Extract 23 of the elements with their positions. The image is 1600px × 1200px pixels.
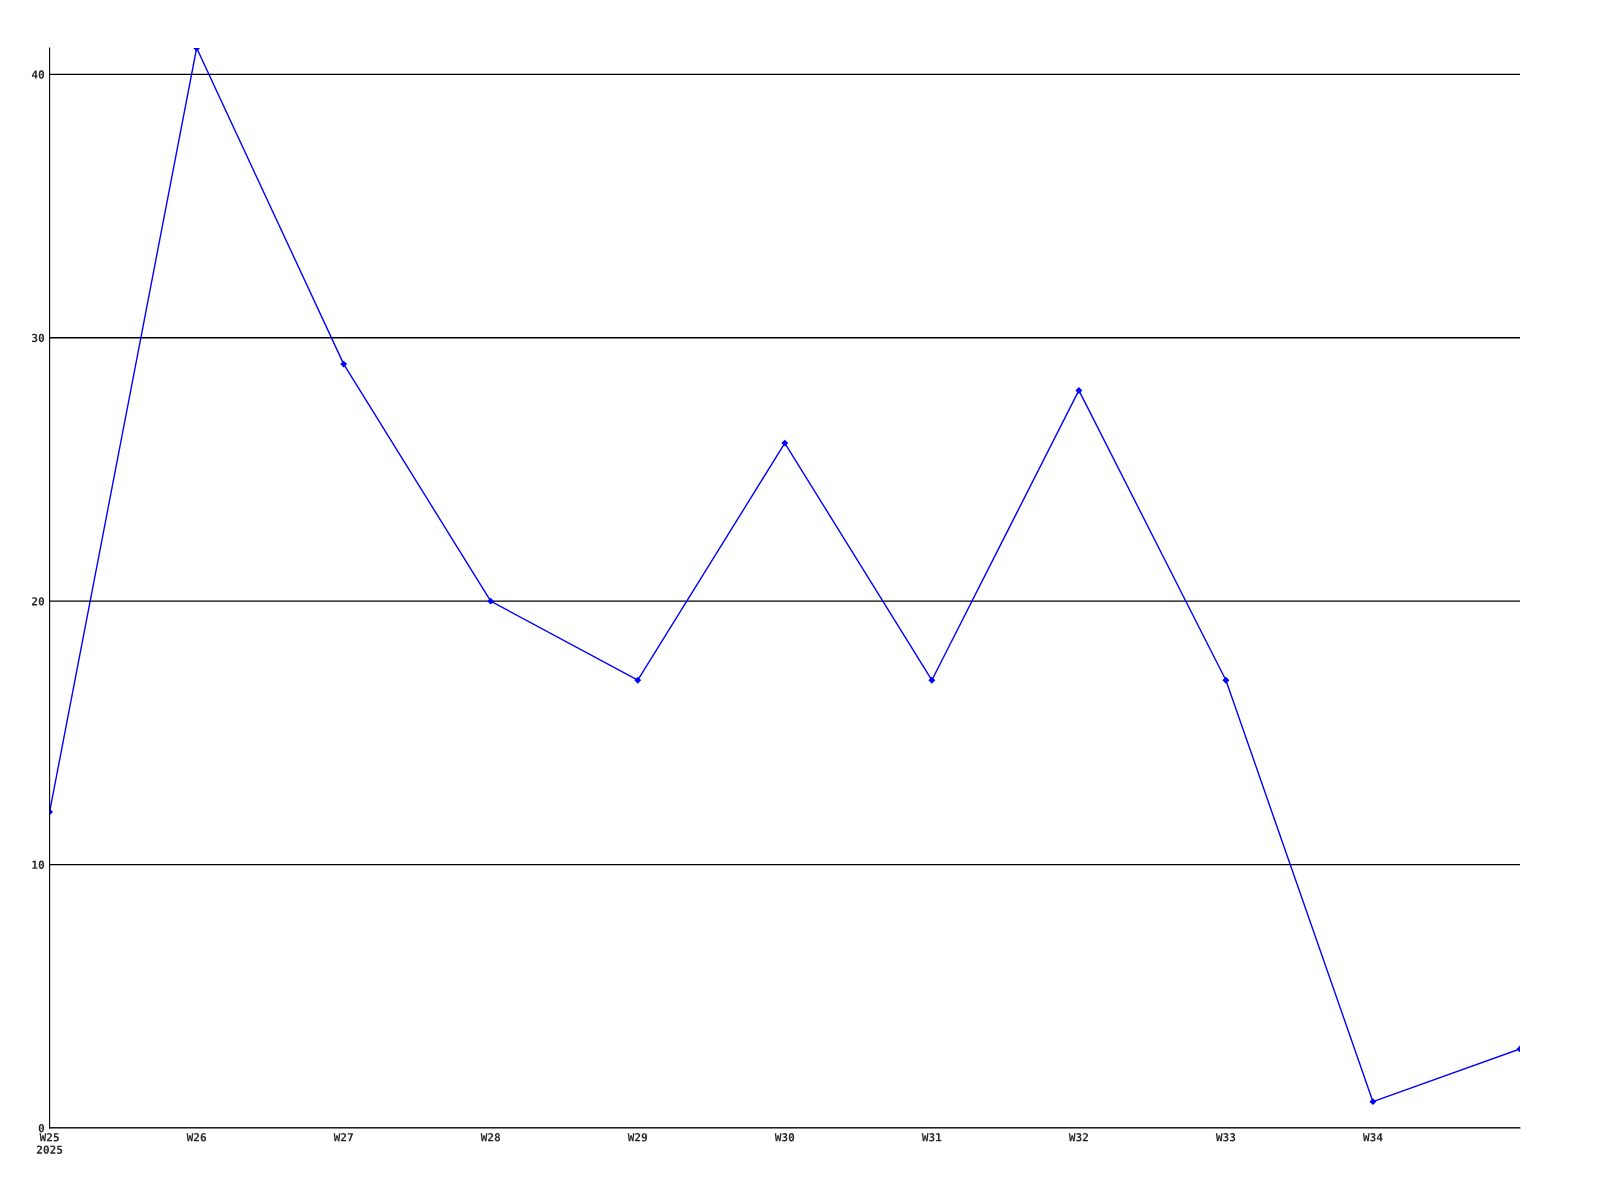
y-tick-label: 0 [38, 1123, 45, 1133]
point [340, 360, 347, 368]
point [928, 677, 935, 684]
x-tick-label: W28 [480, 1133, 501, 1142]
y-tick-label: 40 [31, 70, 45, 79]
x-tick-label: W25 2025 [36, 1133, 63, 1154]
y-tick-label: 20 [31, 597, 45, 606]
x-tick-label: W30 [774, 1133, 795, 1142]
point [1222, 677, 1230, 684]
y-tick-label: 10 [32, 860, 45, 869]
y-tick-label: 30 [32, 333, 45, 343]
x-tick-label: W29 [627, 1133, 648, 1142]
x-tick-label: W33 [1215, 1133, 1236, 1142]
x-tick-label: W27 [333, 1133, 353, 1142]
x-tick-label: W34 [1362, 1133, 1383, 1142]
x-tick-label: W32 [1068, 1133, 1088, 1142]
point [634, 677, 641, 684]
point [781, 439, 788, 447]
point [1075, 387, 1083, 394]
x-tick-label: W31 [921, 1133, 942, 1142]
point [1369, 1098, 1377, 1105]
x-tick-label: W26 [186, 1133, 207, 1142]
point [487, 598, 494, 605]
